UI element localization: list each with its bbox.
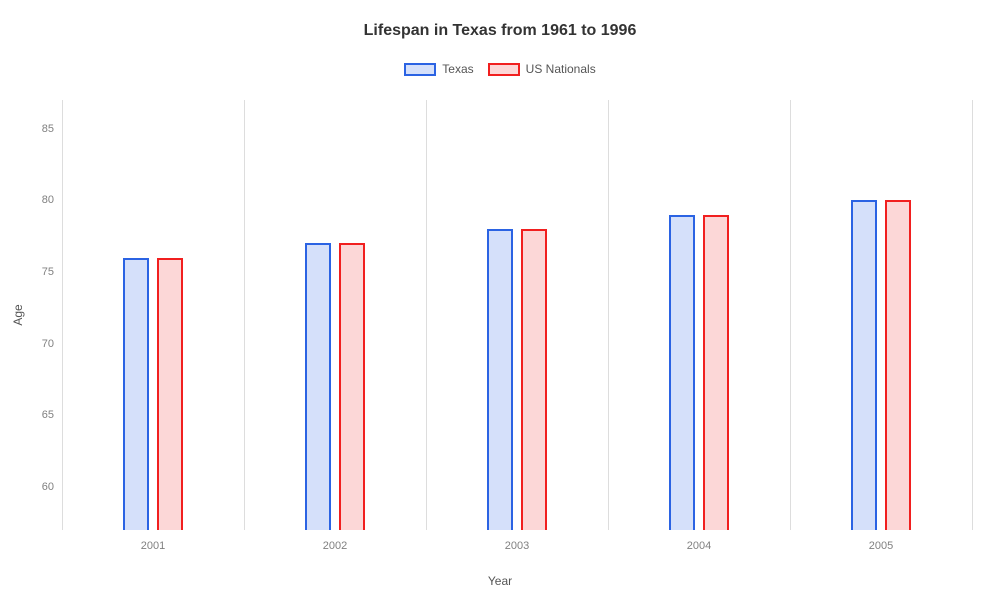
x-axis-title: Year (488, 574, 512, 588)
chart-title: Lifespan in Texas from 1961 to 1996 (0, 0, 1000, 40)
y-tick-label: 85 (42, 123, 54, 135)
bar (305, 243, 331, 530)
grid-line (62, 100, 63, 530)
y-tick-label: 65 (42, 409, 54, 421)
x-tick-label: 2004 (687, 540, 711, 552)
x-tick-label: 2005 (869, 540, 893, 552)
y-tick-label: 60 (42, 481, 54, 493)
grid-line (790, 100, 791, 530)
grid-line (426, 100, 427, 530)
y-axis-title: Age (11, 304, 25, 325)
bar (851, 200, 877, 530)
legend-item: US Nationals (488, 62, 596, 76)
bar (157, 258, 183, 530)
y-tick-label: 80 (42, 194, 54, 206)
x-tick-label: 2001 (141, 540, 165, 552)
bar (339, 243, 365, 530)
legend-swatch (488, 63, 520, 76)
legend-label: Texas (442, 62, 473, 76)
x-tick-label: 2003 (505, 540, 529, 552)
y-tick-label: 75 (42, 266, 54, 278)
y-tick-label: 70 (42, 338, 54, 350)
legend-swatch (404, 63, 436, 76)
plot-area: 60657075808520012002200320042005 (62, 100, 972, 530)
bar (885, 200, 911, 530)
bar (487, 229, 513, 530)
legend-item: Texas (404, 62, 473, 76)
bar (123, 258, 149, 530)
legend: Texas US Nationals (0, 62, 1000, 76)
chart-container: Lifespan in Texas from 1961 to 1996 Texa… (0, 0, 1000, 600)
grid-line (972, 100, 973, 530)
bar (521, 229, 547, 530)
bar (703, 215, 729, 530)
grid-line (244, 100, 245, 530)
grid-line (608, 100, 609, 530)
x-tick-label: 2002 (323, 540, 347, 552)
legend-label: US Nationals (526, 62, 596, 76)
bar (669, 215, 695, 530)
